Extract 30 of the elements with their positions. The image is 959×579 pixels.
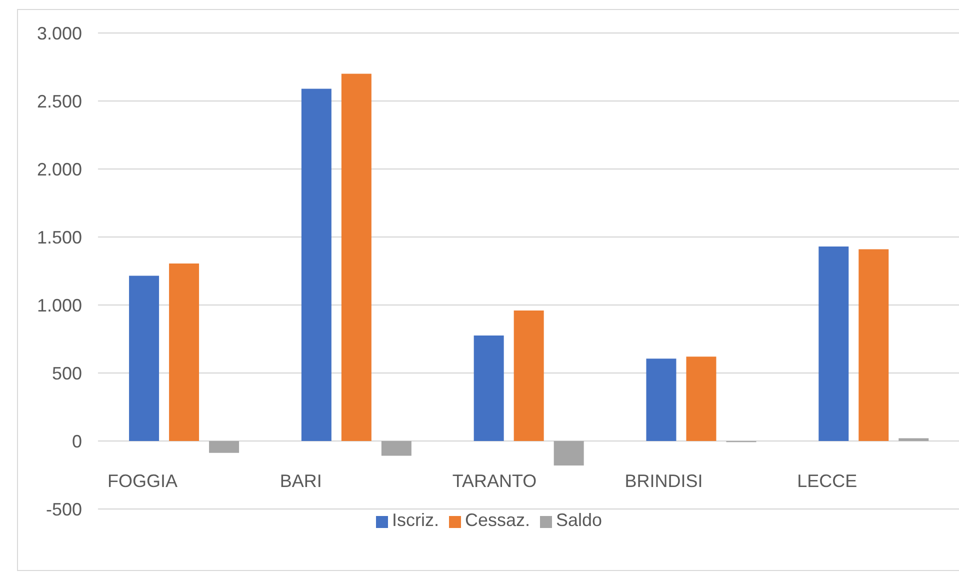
y-tick-label: 1.500 — [36, 227, 82, 248]
bar — [209, 441, 240, 453]
y-tick-label: 2.500 — [36, 91, 82, 112]
bar — [554, 441, 584, 466]
bar — [686, 356, 716, 441]
bar — [818, 246, 849, 441]
x-tick-label: FOGGIA — [108, 471, 178, 491]
x-tick-label: BRINDISI — [624, 471, 703, 491]
y-tick-label: 3.000 — [36, 23, 82, 44]
y-tick-label: 500 — [52, 363, 82, 384]
x-tick-label: TARANTO — [452, 471, 537, 491]
bar — [858, 249, 889, 441]
legend-label: Cessaz. — [464, 510, 530, 530]
y-tick-label: 2.000 — [36, 159, 82, 180]
x-tick-label: BARI — [280, 471, 322, 491]
x-tick-label: LECCE — [797, 471, 858, 491]
bar — [301, 88, 332, 441]
legend-label: Iscriz. — [392, 510, 439, 530]
bar — [898, 438, 929, 441]
y-tick-label: 0 — [72, 431, 82, 452]
bar — [474, 335, 504, 441]
bar — [646, 358, 676, 441]
bar — [341, 74, 372, 441]
bar — [129, 276, 160, 441]
y-tick-label: 1.000 — [36, 295, 82, 316]
bar — [169, 264, 200, 441]
bar — [381, 441, 412, 456]
y-tick-label: -500 — [46, 499, 82, 520]
legend-label: Saldo — [556, 510, 602, 530]
bar — [514, 310, 544, 441]
